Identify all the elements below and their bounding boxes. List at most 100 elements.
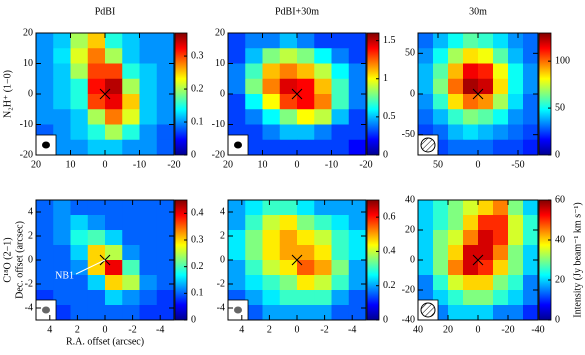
map-cell [228, 200, 246, 216]
y-axis-label: Dec. offset (arcsec) [14, 221, 25, 299]
map-cell [478, 124, 494, 141]
colorbar-tick-label: 40 [555, 234, 565, 245]
map-cell [314, 245, 332, 261]
map-cell [493, 200, 509, 216]
map-cell [156, 260, 175, 276]
map-cell [139, 139, 158, 156]
row-label: C¹⁸O (2−1) [2, 237, 13, 282]
map-cell [87, 215, 106, 231]
map-cell [262, 200, 281, 216]
map-cell [433, 200, 449, 216]
map-cell [70, 33, 89, 49]
map-cell [279, 230, 298, 246]
map-cell [53, 94, 71, 110]
x-tick-label: 4 [47, 324, 52, 335]
colorbar [174, 32, 188, 156]
map-cell [262, 109, 281, 125]
map-cell [228, 33, 246, 49]
map-cell [228, 230, 246, 246]
map-cell [279, 33, 298, 49]
beam [42, 141, 50, 149]
map-cell [262, 290, 281, 306]
y-tick-label: 20 [23, 27, 33, 38]
map-cell [36, 215, 54, 231]
x-tick-label: -10 [325, 159, 338, 170]
map-cell [418, 275, 434, 291]
map-cell [245, 230, 263, 246]
map-cell [348, 200, 367, 216]
colorbar [366, 199, 380, 321]
map-cell [493, 124, 509, 141]
map-cell [228, 78, 246, 95]
map-cell [139, 200, 158, 216]
map-cell [53, 305, 71, 321]
x-tick-label: -50 [511, 159, 524, 170]
map-cell [348, 139, 367, 156]
y-tick-label: 20 [405, 224, 415, 235]
y-tick-label: -4 [217, 302, 225, 313]
map-cell [297, 305, 315, 321]
map-cell [314, 275, 332, 291]
map-cell [262, 230, 281, 246]
map-cell [508, 230, 524, 246]
map-cell [87, 124, 106, 141]
map-cell [418, 78, 434, 95]
map-cell [297, 290, 315, 306]
x-tick-label: -20 [359, 159, 372, 170]
map-cell [314, 305, 332, 321]
map-cell [433, 275, 449, 291]
map-cell [70, 94, 89, 110]
map-cell [262, 124, 281, 141]
map-cell [478, 215, 494, 231]
map-cell [508, 305, 524, 321]
map-cell [156, 290, 175, 306]
map-cell [139, 78, 158, 95]
map-cell [448, 48, 464, 64]
map-cell [297, 63, 315, 80]
map-cell [314, 124, 332, 141]
map-cell [297, 245, 315, 261]
colorbar [366, 32, 380, 156]
map-cell [523, 245, 539, 261]
colorbar-tick-label: 100 [555, 55, 570, 66]
map-cell [122, 139, 140, 156]
map-cell [418, 200, 434, 216]
map-cell [53, 33, 71, 49]
map-cell [156, 124, 175, 141]
map-cell [105, 48, 123, 64]
map-cell [523, 63, 539, 80]
map-cell [348, 63, 367, 80]
map-cell [87, 275, 106, 291]
center-cross [472, 88, 484, 100]
map-cell [478, 48, 494, 64]
map-cell [448, 33, 464, 49]
map-cell [297, 78, 315, 95]
map-cell [262, 260, 281, 276]
map-cell [297, 230, 315, 246]
map-cell [156, 63, 175, 80]
x-tick-label: -20 [167, 159, 180, 170]
map-cell [245, 109, 263, 125]
map-cell [245, 245, 263, 261]
map-cell [36, 200, 54, 216]
map-cell [297, 109, 315, 125]
map-cell [279, 48, 298, 64]
y-tick-label: 10 [215, 58, 225, 69]
map-cell [53, 139, 71, 156]
map-cell [53, 245, 71, 261]
colorbar-tick-label: 0 [555, 314, 560, 325]
map-cell [279, 290, 298, 306]
colorbar-tick-label: 0.4 [191, 208, 204, 219]
map-cell [508, 245, 524, 261]
map-cell [331, 275, 350, 291]
map-cell [463, 305, 479, 321]
map-cell [262, 33, 281, 49]
y-tick-label: -10 [20, 119, 33, 130]
map-cell [523, 290, 539, 306]
map-cell [36, 33, 54, 49]
map-cell [348, 109, 367, 125]
x-tick-label: -40 [531, 324, 544, 335]
map-cell [70, 275, 89, 291]
map-cell [478, 109, 494, 125]
map-cell [331, 230, 350, 246]
